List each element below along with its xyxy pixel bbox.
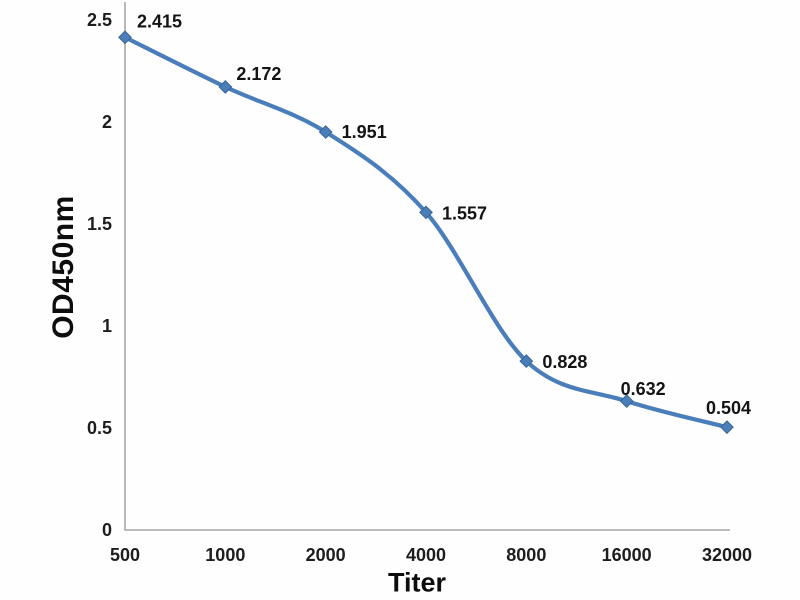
data-point-marker (218, 80, 233, 94)
y-tick-label: 1 (102, 316, 112, 336)
data-point-marker (318, 125, 333, 139)
data-point-label: 1.557 (442, 203, 487, 223)
data-point-marker (720, 420, 734, 435)
x-tick-label: 500 (110, 545, 140, 565)
data-point-marker (419, 205, 433, 220)
x-tick-label: 4000 (406, 545, 446, 565)
x-tick-label: 8000 (506, 545, 546, 565)
data-point-label: 2.172 (236, 64, 281, 84)
y-tick-label: 1.5 (87, 214, 112, 234)
x-tick-label: 16000 (602, 545, 652, 565)
axis-lines (124, 2, 730, 531)
x-tick-label: 32000 (702, 545, 752, 565)
data-point-label: 2.415 (137, 11, 182, 31)
data-point-marker (519, 354, 534, 368)
x-axis-title: Titer (387, 567, 447, 598)
y-tick-label: 0.5 (87, 418, 112, 438)
series-line (122, 35, 730, 430)
y-axis-title: OD450nm (47, 195, 80, 339)
data-point-label: 0.504 (706, 398, 751, 418)
y-tick-label: 2 (102, 112, 112, 132)
data-point-label: 1.951 (342, 122, 387, 142)
x-tick-label: 1000 (205, 545, 245, 565)
data-point-label: 0.632 (621, 379, 666, 399)
y-tick-label: 2.5 (87, 10, 112, 30)
x-tick-label: 2000 (306, 545, 346, 565)
data-point-marker (619, 394, 634, 408)
y-tick-label: 0 (102, 520, 112, 540)
data-point-marker (118, 30, 132, 45)
data-point-label: 0.828 (542, 352, 587, 372)
